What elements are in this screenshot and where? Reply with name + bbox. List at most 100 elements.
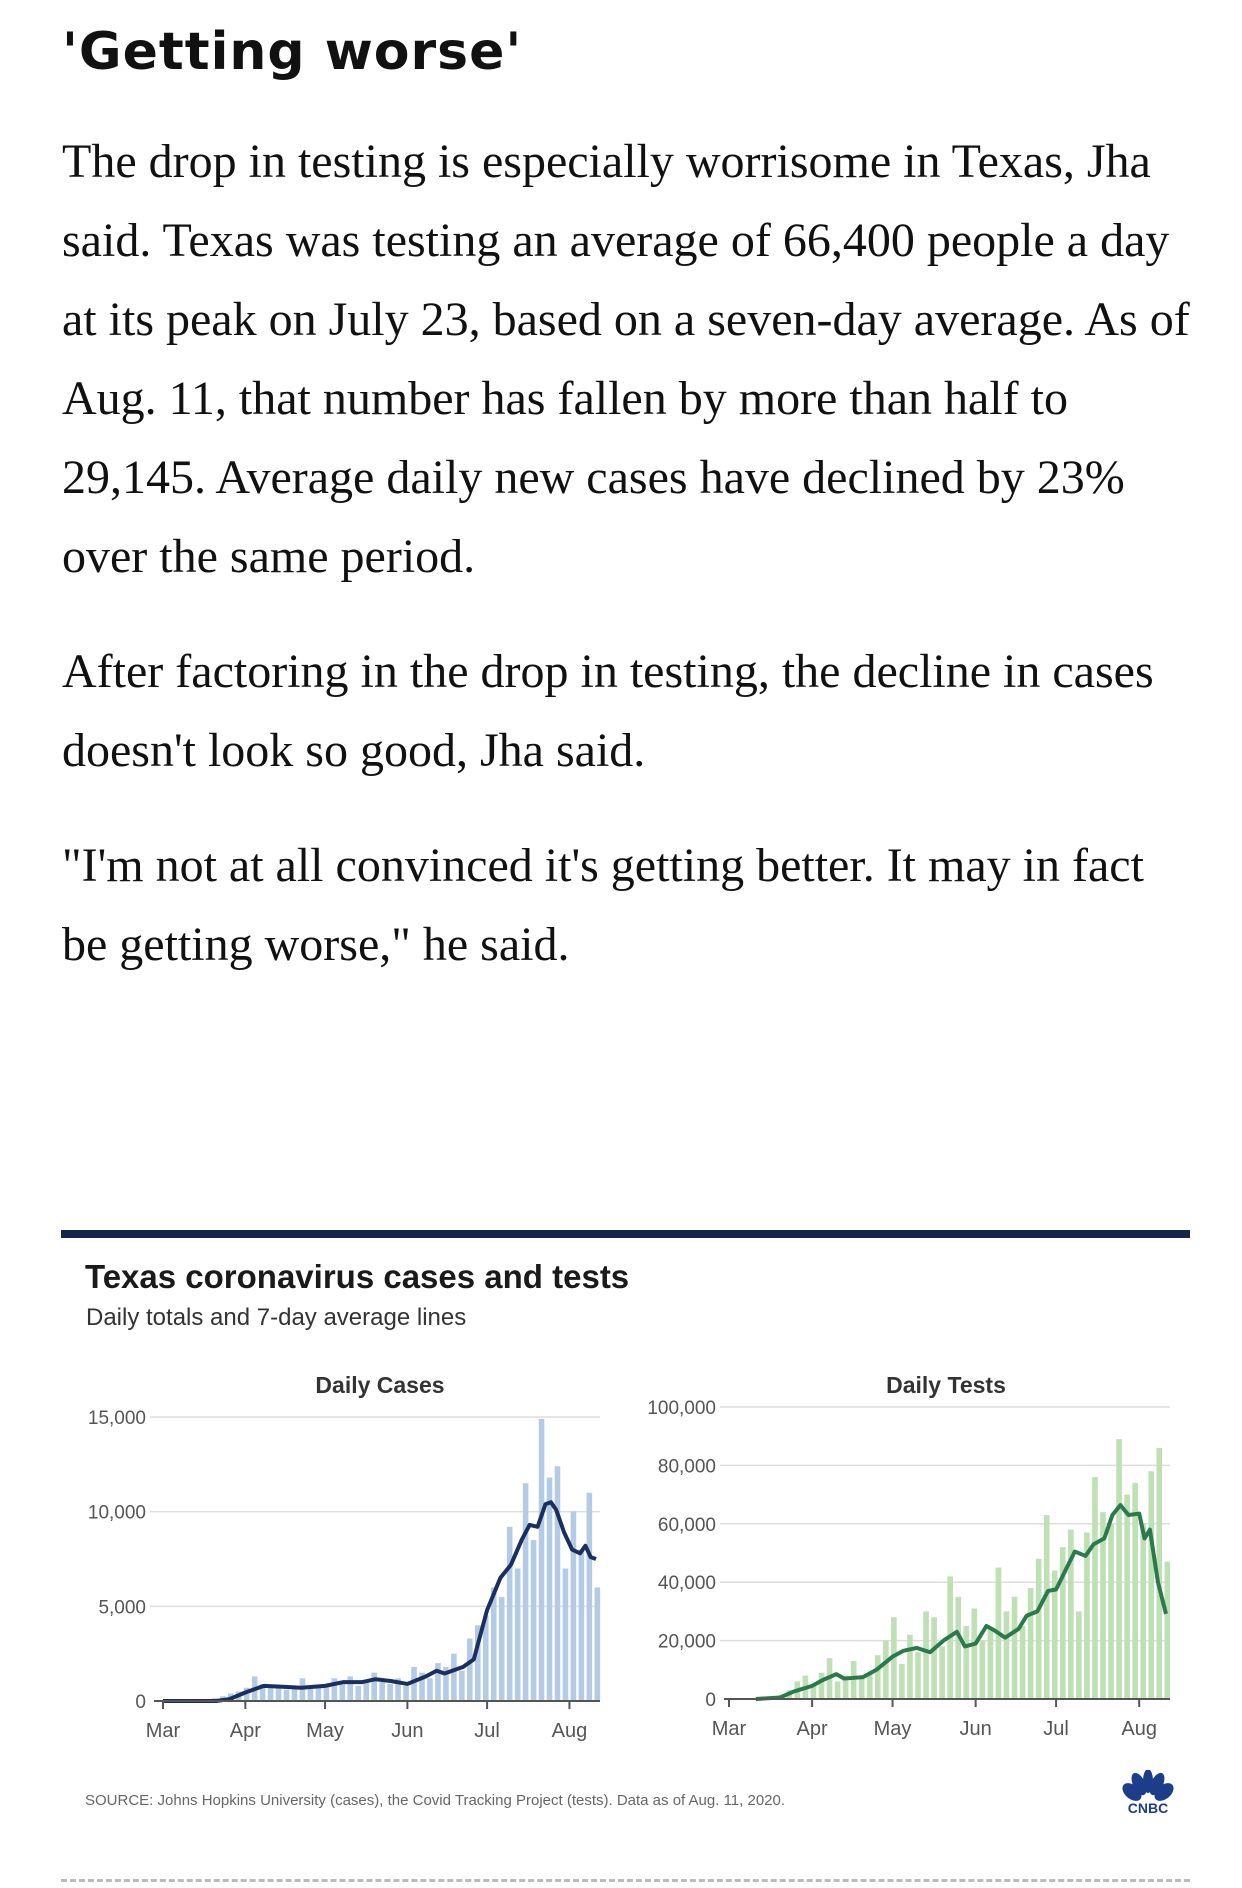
bar — [498, 1596, 505, 1701]
x-tick-label: Apr — [230, 1720, 261, 1742]
x-tick-label: Jun — [960, 1718, 992, 1740]
y-tick-label: 100,000 — [647, 1398, 716, 1419]
bar — [955, 1596, 962, 1699]
y-tick-label: 15,000 — [88, 1408, 146, 1429]
y-tick-label: 60,000 — [658, 1515, 716, 1536]
bar — [474, 1625, 481, 1701]
bar — [1019, 1626, 1026, 1699]
bar — [243, 1687, 250, 1701]
bar — [323, 1683, 330, 1701]
chart-panel-title: Daily Tests — [886, 1372, 1006, 1398]
bar — [339, 1682, 346, 1701]
chart-panel-title: Daily Cases — [315, 1372, 444, 1398]
x-tick-label: May — [874, 1718, 912, 1740]
bar — [514, 1568, 521, 1701]
bar — [363, 1680, 370, 1701]
bar — [347, 1676, 354, 1701]
bar — [578, 1549, 585, 1701]
y-tick-label: 0 — [135, 1692, 146, 1713]
bar — [522, 1483, 529, 1701]
bar — [419, 1672, 425, 1701]
cnbc-logo-text: CNBC — [1127, 1800, 1169, 1816]
chart-top-rule — [61, 1230, 1190, 1238]
section-heading: 'Getting worse' — [62, 22, 523, 82]
bar — [315, 1687, 322, 1701]
seven-day-average-line — [755, 1503, 1168, 1701]
y-tick-label: 0 — [705, 1690, 716, 1711]
bar — [395, 1678, 401, 1701]
bar — [1051, 1570, 1058, 1699]
bar — [562, 1568, 569, 1701]
bar — [874, 1655, 881, 1699]
bar — [379, 1682, 385, 1701]
bar — [1156, 1447, 1163, 1699]
bar — [435, 1663, 441, 1701]
bar — [1140, 1523, 1147, 1699]
bar — [1116, 1439, 1122, 1699]
bar — [923, 1611, 929, 1699]
seven-day-average-line — [163, 1500, 597, 1703]
bar — [1100, 1512, 1106, 1699]
bar — [331, 1678, 338, 1701]
bar — [907, 1634, 913, 1699]
bar — [355, 1685, 362, 1701]
chart-daily-cases: Daily Cases 0 5,000 10,000 15,000 Mar Apr May Ju… — [88, 1372, 601, 1742]
bar — [858, 1678, 865, 1699]
bar — [371, 1672, 377, 1701]
bar — [443, 1666, 449, 1701]
bar — [283, 1689, 290, 1701]
bar — [1059, 1547, 1066, 1699]
bar — [1076, 1611, 1082, 1699]
bar — [866, 1672, 873, 1699]
y-tick-label: 40,000 — [658, 1573, 716, 1594]
bar — [987, 1628, 994, 1699]
bar — [259, 1683, 266, 1701]
bar — [546, 1477, 553, 1701]
bar — [1027, 1588, 1034, 1699]
bar — [971, 1608, 978, 1699]
bar — [275, 1685, 282, 1701]
bar — [467, 1638, 473, 1701]
bar — [459, 1670, 465, 1701]
bar — [979, 1640, 986, 1699]
paragraph-1: The drop in testing is especially worris… — [62, 135, 1190, 583]
chart-subtitle: Daily totals and 7-day average lines — [86, 1304, 467, 1331]
bar — [538, 1418, 545, 1701]
bar — [411, 1666, 417, 1701]
bar — [403, 1685, 409, 1701]
bar — [387, 1683, 393, 1701]
bar — [810, 1684, 817, 1699]
x-tick-label: Aug — [1121, 1718, 1157, 1740]
bar — [818, 1672, 825, 1699]
y-tick-label: 80,000 — [658, 1456, 716, 1477]
bar — [490, 1587, 497, 1701]
bar — [594, 1587, 601, 1701]
bar — [427, 1678, 433, 1701]
bar — [834, 1681, 841, 1699]
bar — [586, 1492, 593, 1701]
paragraph-2: After factoring in the drop in testing, … — [62, 645, 1154, 777]
bar — [1132, 1482, 1138, 1699]
chart-title: Texas coronavirus cases and tests — [85, 1258, 630, 1295]
bar — [570, 1511, 577, 1701]
y-tick-label: 20,000 — [658, 1632, 716, 1653]
bar — [451, 1653, 457, 1701]
bar — [1148, 1471, 1155, 1699]
y-tick-label: 5,000 — [98, 1597, 146, 1618]
bar — [1043, 1515, 1050, 1699]
bar — [931, 1617, 937, 1699]
bar — [1108, 1523, 1114, 1699]
bar — [554, 1466, 561, 1701]
bar — [915, 1652, 921, 1699]
bar — [1068, 1529, 1074, 1699]
bar — [482, 1615, 489, 1701]
bar — [506, 1526, 513, 1701]
bar — [939, 1646, 945, 1699]
bar — [842, 1675, 849, 1699]
cnbc-peacock-logo-icon — [1122, 1770, 1174, 1801]
bar — [267, 1687, 274, 1701]
x-tick-label: Aug — [552, 1720, 588, 1742]
x-tick-label: Mar — [146, 1720, 181, 1742]
bar — [307, 1688, 314, 1701]
